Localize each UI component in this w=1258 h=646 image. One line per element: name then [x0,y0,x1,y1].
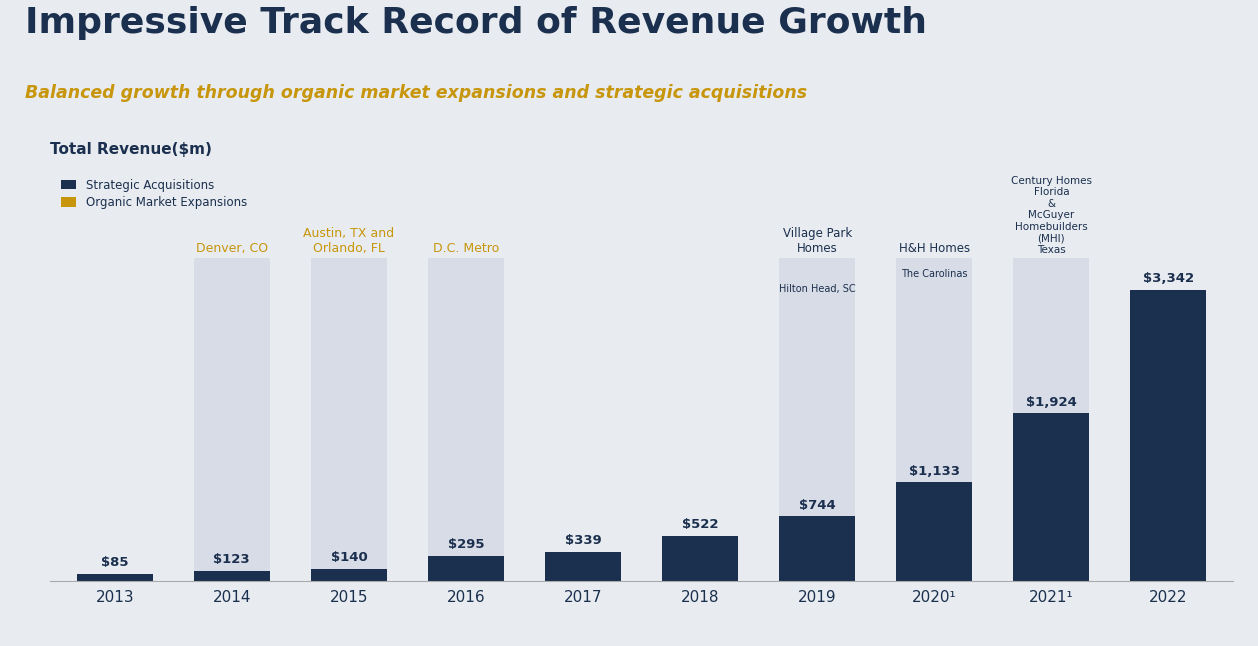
Bar [194,570,270,581]
Text: $3,342: $3,342 [1142,272,1194,285]
Text: $123: $123 [214,553,250,566]
Bar [77,574,152,581]
Bar [1013,413,1089,581]
Text: Impressive Track Record of Revenue Growth: Impressive Track Record of Revenue Growt… [25,6,927,41]
Bar [194,258,270,581]
Text: D.C. Metro: D.C. Metro [433,242,499,255]
Text: $295: $295 [448,538,484,551]
Text: $339: $339 [565,534,601,547]
Text: Total Revenue($m): Total Revenue($m) [50,142,213,157]
Bar [896,483,972,581]
Text: Century Homes
Florida
&
McGuyer
Homebuilders
(MHI)
Texas: Century Homes Florida & McGuyer Homebuil… [1011,176,1092,255]
Text: The Carolinas: The Carolinas [901,269,967,279]
Bar [779,516,855,581]
Text: $744: $744 [799,499,835,512]
Bar [1013,258,1089,581]
Text: $1,924: $1,924 [1027,395,1077,409]
Bar [1131,289,1206,581]
Bar [428,258,504,581]
Legend: Strategic Acquisitions, Organic Market Expansions: Strategic Acquisitions, Organic Market E… [57,174,252,213]
Bar [896,258,972,581]
Bar [428,556,504,581]
Text: $140: $140 [331,551,367,565]
Bar [779,258,855,581]
Text: $85: $85 [101,556,128,569]
Bar [311,569,387,581]
Text: Hilton Head, SC: Hilton Head, SC [779,284,855,293]
Text: $1,133: $1,133 [908,464,960,477]
Bar [311,258,387,581]
Text: Austin, TX and
Orlando, FL: Austin, TX and Orlando, FL [303,227,395,255]
Text: H&H Homes: H&H Homes [898,242,970,255]
Text: Village Park
Homes: Village Park Homes [782,227,852,255]
Text: $522: $522 [682,518,718,531]
Text: Denver, CO: Denver, CO [196,242,268,255]
Text: Balanced growth through organic market expansions and strategic acquisitions: Balanced growth through organic market e… [25,84,808,102]
Bar [545,552,621,581]
Bar [662,536,738,581]
